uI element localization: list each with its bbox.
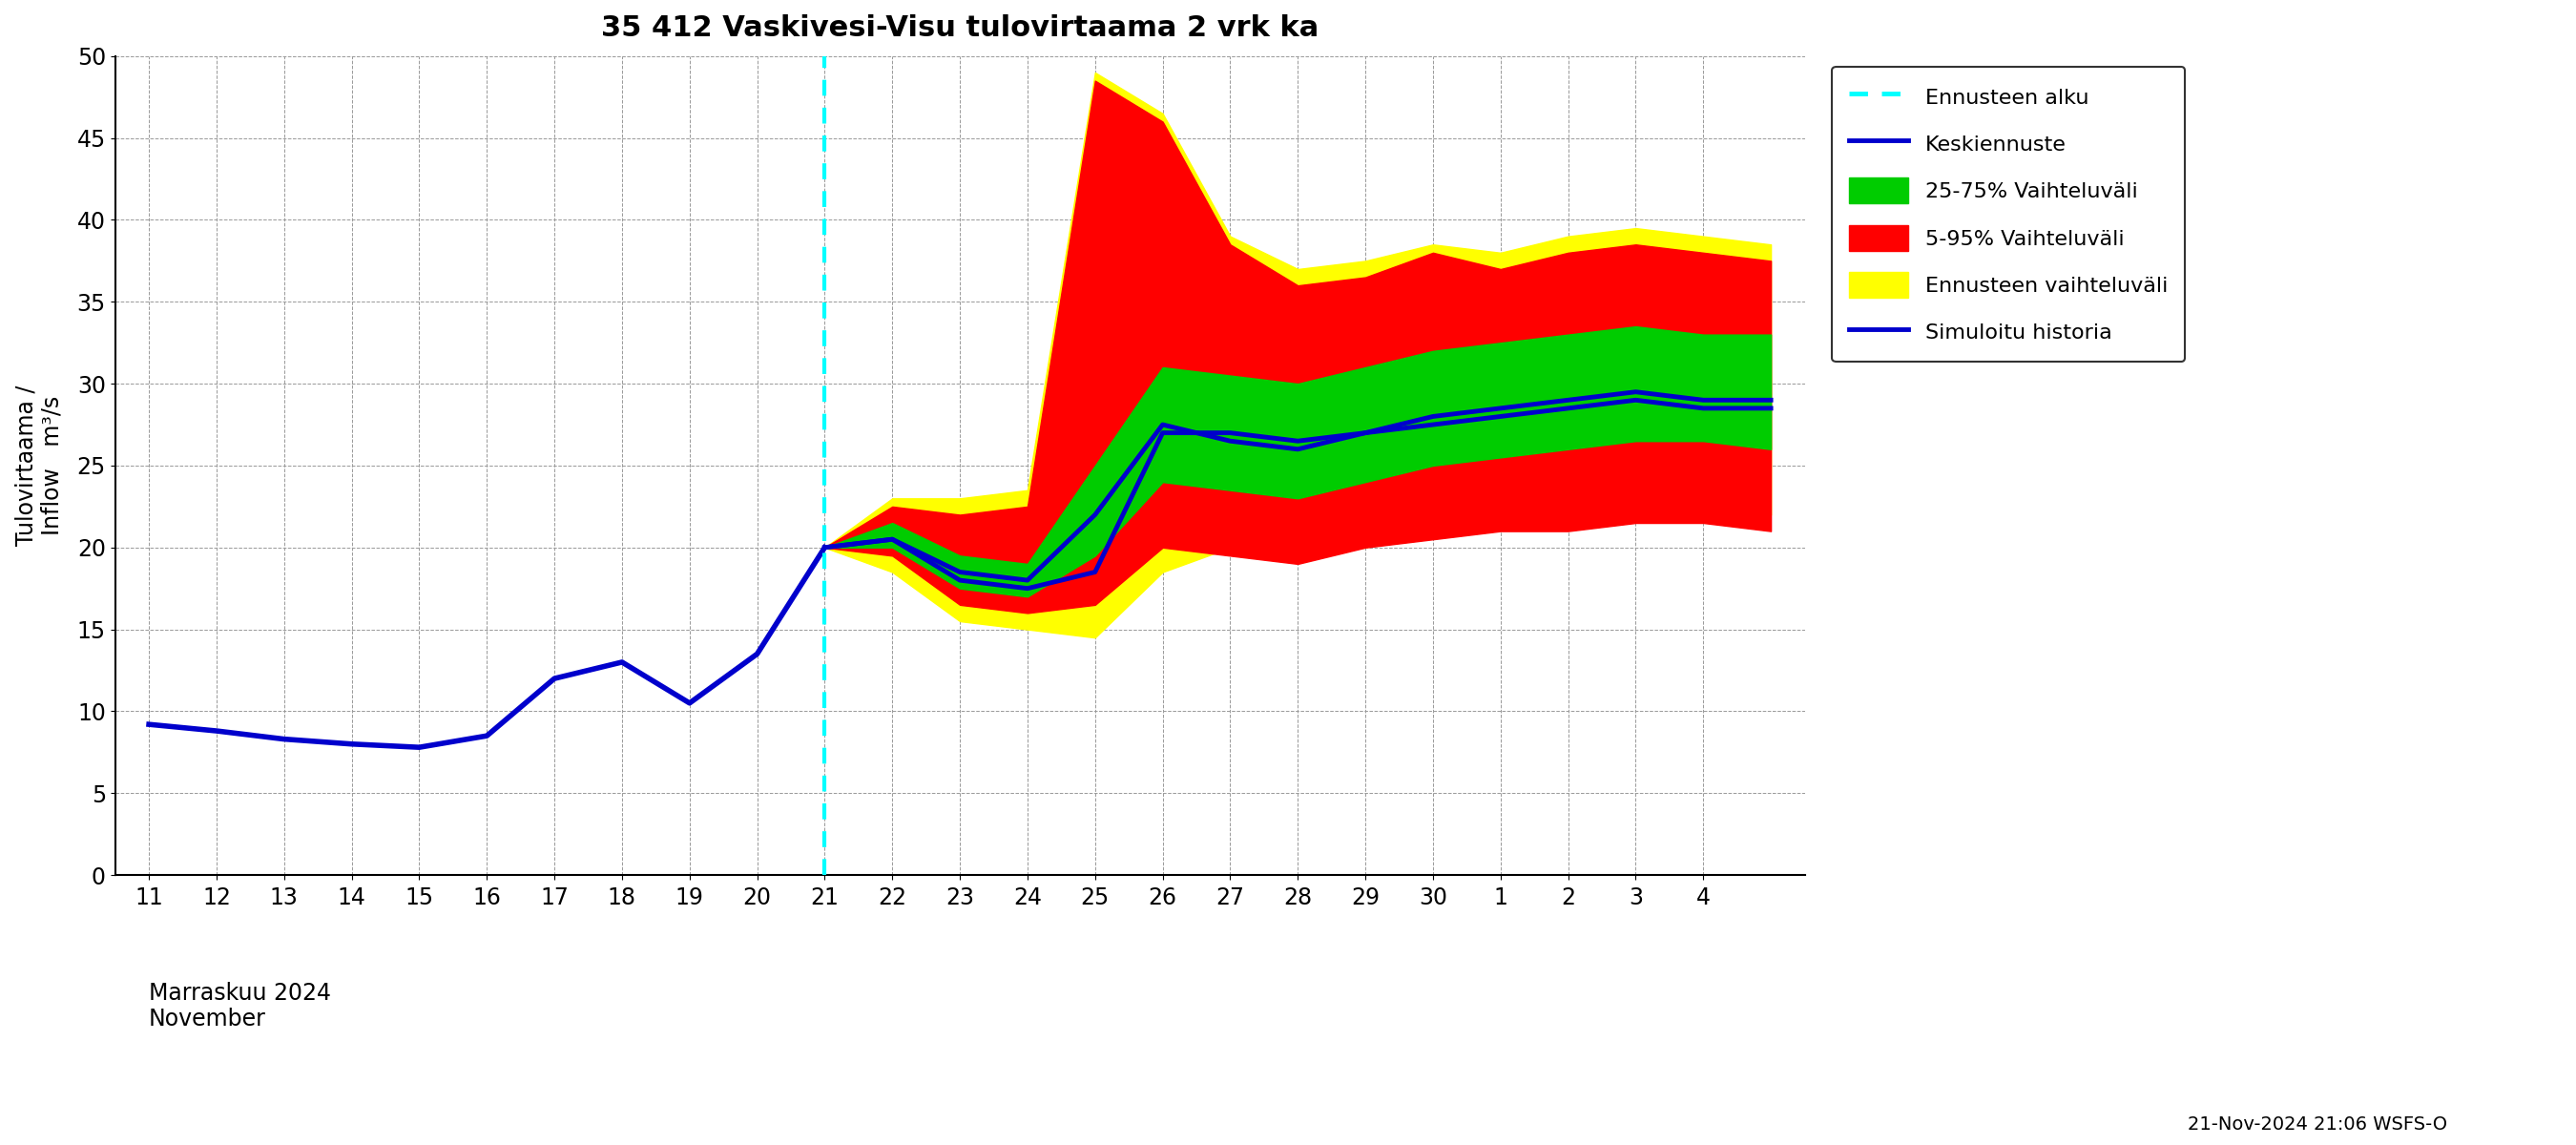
Text: Marraskuu 2024
November: Marraskuu 2024 November [149,981,332,1031]
Y-axis label: Tulovirtaama /
Inflow   m³/s: Tulovirtaama / Inflow m³/s [15,385,64,546]
Text: 21-Nov-2024 21:06 WSFS-O: 21-Nov-2024 21:06 WSFS-O [2187,1115,2447,1134]
Title: 35 412 Vaskivesi-Visu tulovirtaama 2 vrk ka: 35 412 Vaskivesi-Visu tulovirtaama 2 vrk… [600,14,1319,42]
Legend: Ennusteen alku, Keskiennuste, 25-75% Vaihteluväli, 5-95% Vaihteluväli, Ennusteen: Ennusteen alku, Keskiennuste, 25-75% Vai… [1832,66,2184,362]
